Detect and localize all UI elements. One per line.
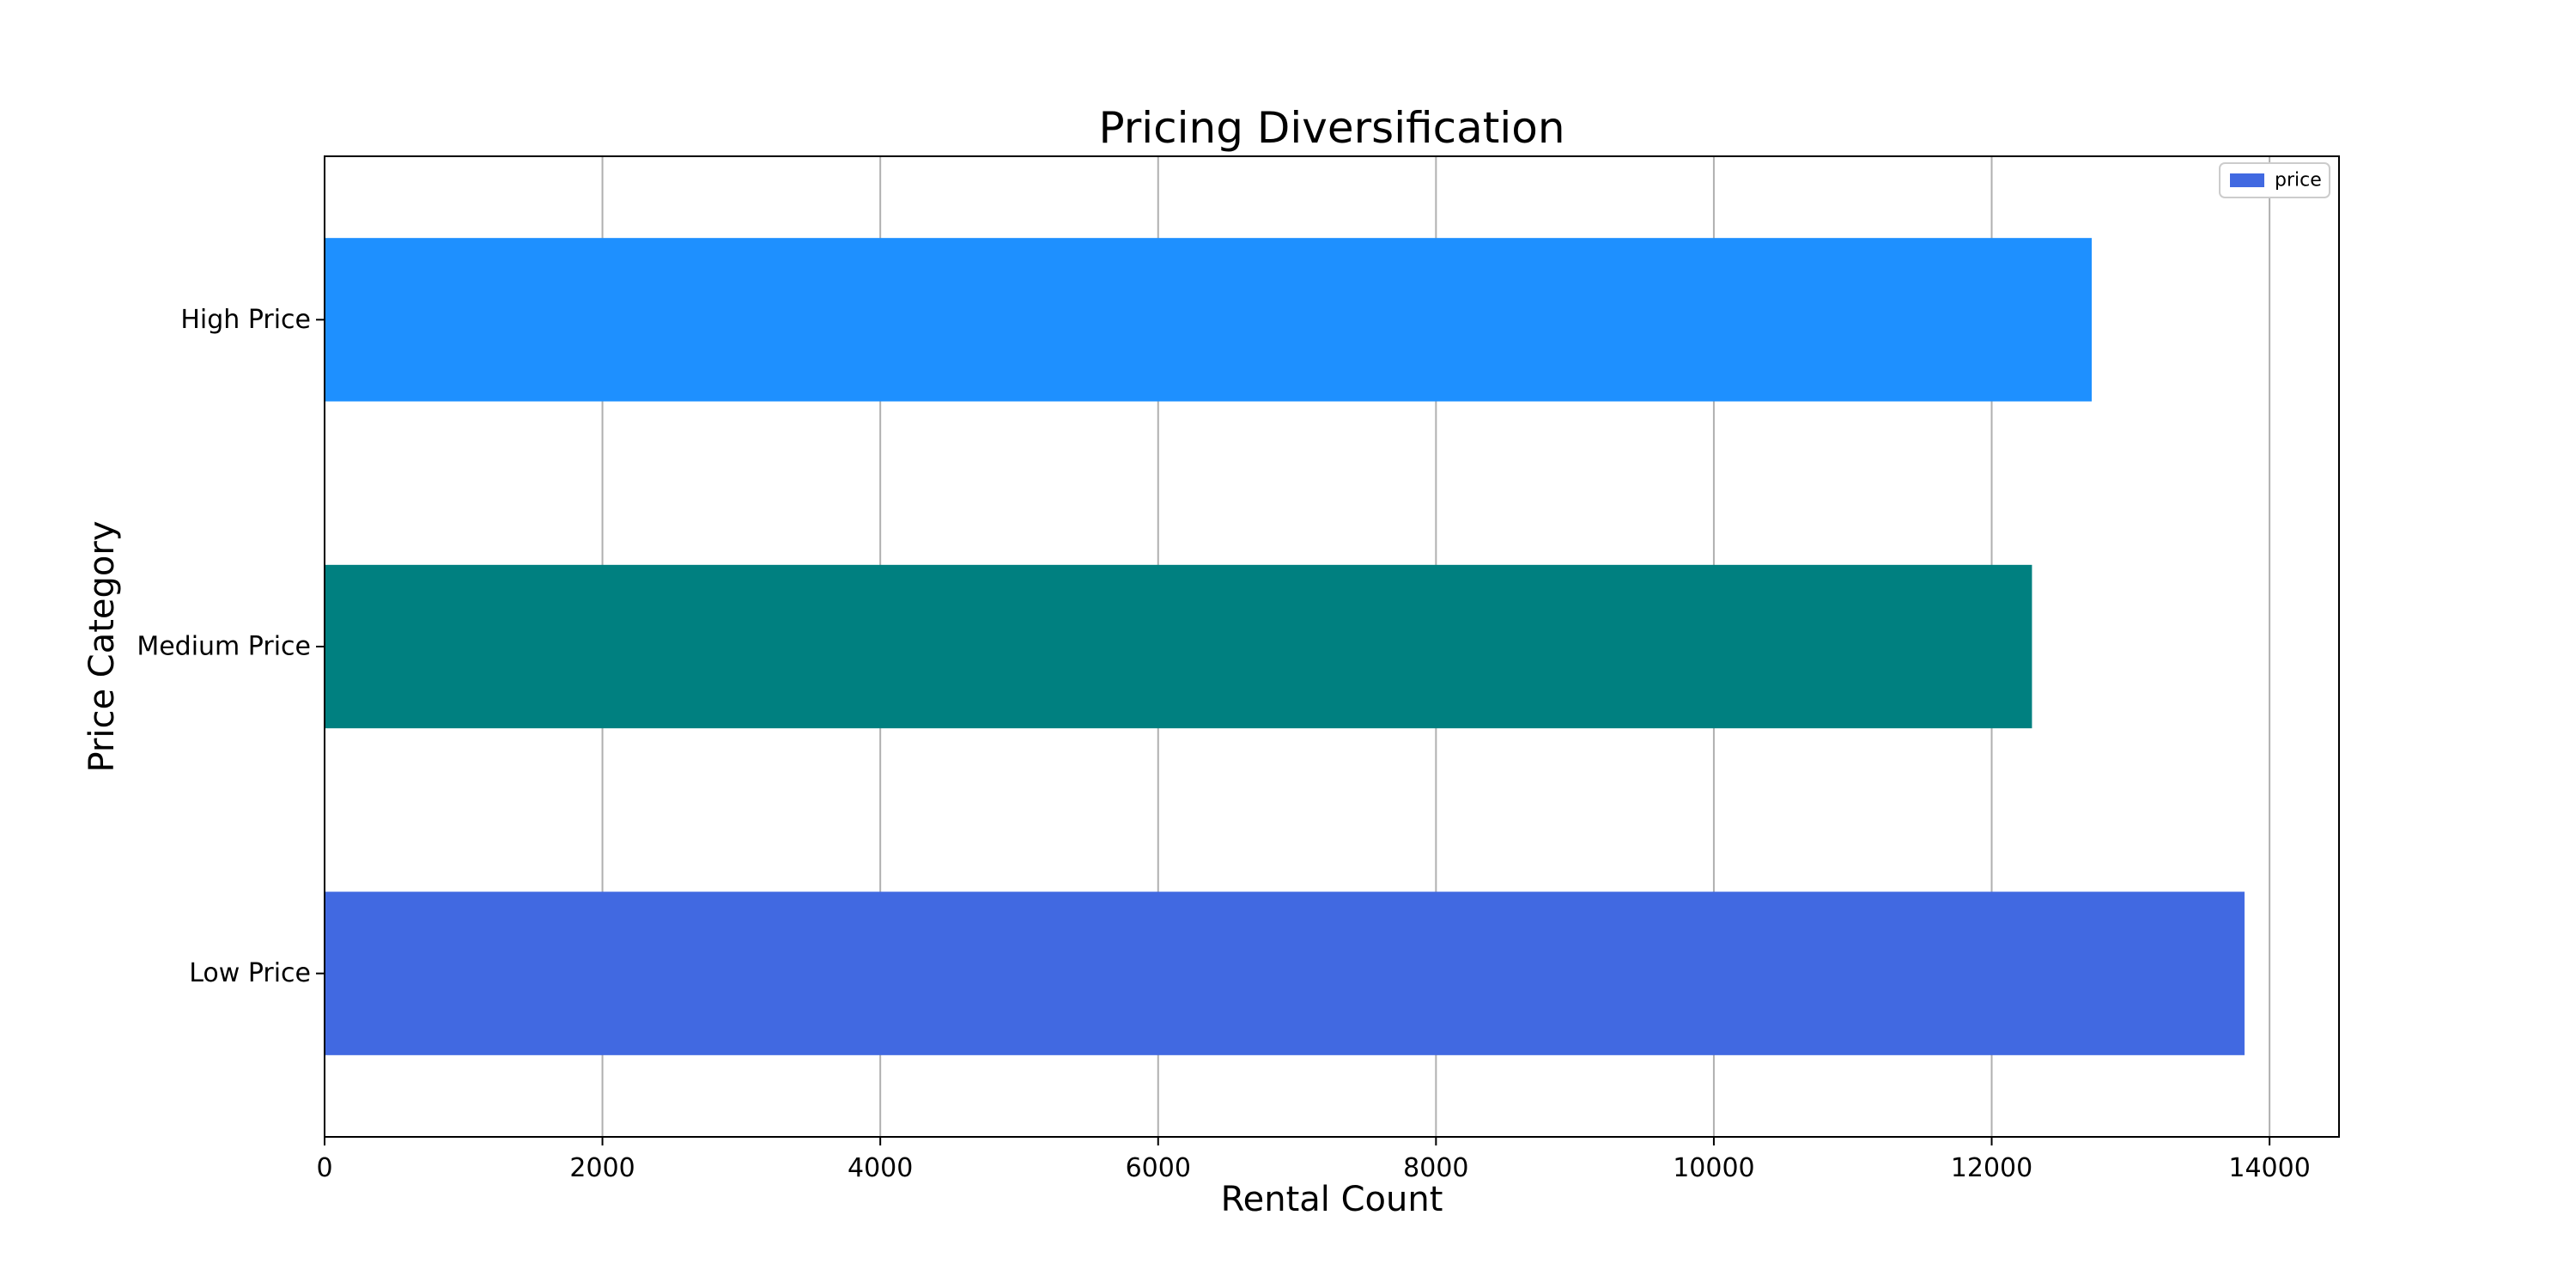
x-tick-label: 14000 xyxy=(2228,1153,2310,1183)
x-tick-label: 12000 xyxy=(1951,1153,2032,1183)
x-tick-label: 4000 xyxy=(848,1153,913,1183)
y-axis-label: Price Category xyxy=(82,520,122,772)
x-tick-label: 10000 xyxy=(1673,1153,1754,1183)
legend-label: price xyxy=(2275,170,2322,191)
x-tick-label: 0 xyxy=(316,1153,332,1183)
x-tick-label: 2000 xyxy=(569,1153,635,1183)
bar xyxy=(325,564,2032,729)
bar xyxy=(325,891,2245,1055)
legend-swatch xyxy=(2230,173,2264,187)
y-tick-label: High Price xyxy=(180,305,311,335)
x-tick-label: 8000 xyxy=(1403,1153,1468,1183)
legend: price xyxy=(2219,162,2330,198)
y-tick-label: Low Price xyxy=(189,958,311,988)
chart-title: Pricing Diversification xyxy=(1098,103,1564,153)
bars xyxy=(325,238,2245,1055)
x-axis-label: Rental Count xyxy=(1221,1180,1443,1219)
axis-ticks: 0 2000 4000 6000 8000 10000 12000 14000 Low Pric… xyxy=(137,305,2311,1183)
bar xyxy=(325,238,2093,402)
plot-frame xyxy=(324,155,2340,1138)
y-tick-label: Medium Price xyxy=(137,632,311,662)
legend-box xyxy=(2219,162,2330,198)
x-tick-label: 6000 xyxy=(1126,1153,1191,1183)
